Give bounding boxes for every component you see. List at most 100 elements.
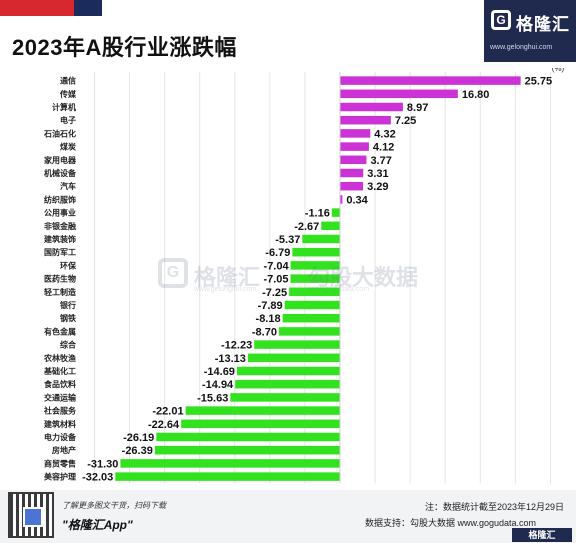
value-label: -15.63 bbox=[197, 392, 228, 404]
bar bbox=[282, 313, 340, 323]
category-label: 煤炭 bbox=[60, 142, 76, 152]
corner-navy-band bbox=[74, 0, 102, 16]
bar bbox=[290, 261, 340, 270]
category-label: 通信 bbox=[60, 76, 76, 86]
category-label: 纺织服饰 bbox=[44, 194, 76, 204]
value-label: -26.39 bbox=[122, 445, 153, 457]
category-label: 电力设备 bbox=[44, 432, 77, 442]
watermark-url2: www.gogudata.com bbox=[308, 286, 370, 293]
category-label: 非银金融 bbox=[44, 221, 76, 231]
bar bbox=[235, 379, 340, 389]
category-label: 汽车 bbox=[60, 181, 76, 191]
category-label: 食品饮料 bbox=[44, 379, 76, 389]
bar bbox=[340, 102, 403, 112]
bar bbox=[254, 340, 340, 349]
bar bbox=[230, 393, 340, 402]
category-label: 社会服务 bbox=[43, 406, 77, 416]
category-label: 轻工制造 bbox=[44, 287, 76, 297]
value-label: -22.01 bbox=[152, 406, 183, 418]
category-label: 钢铁 bbox=[60, 313, 76, 323]
value-label: -7.04 bbox=[264, 260, 290, 272]
bar bbox=[120, 459, 340, 468]
category-label: 基础化工 bbox=[43, 366, 76, 376]
value-label: -12.23 bbox=[221, 340, 252, 352]
footer bbox=[0, 490, 576, 543]
bar bbox=[181, 419, 340, 429]
watermark: G 格隆汇 www.gelonghui.com 勾股大数据 www.goguda… bbox=[158, 256, 418, 296]
watermark-g-icon: G bbox=[158, 258, 188, 288]
value-label: 16.80 bbox=[462, 89, 490, 101]
brand-g-icon: G bbox=[491, 10, 511, 30]
brand-logo: G 格隆汇 www.gelonghui.com bbox=[484, 0, 576, 62]
category-label: 银行 bbox=[59, 300, 76, 310]
category-label: 建筑材料 bbox=[43, 419, 76, 429]
category-label: 传媒 bbox=[59, 89, 77, 99]
footer-app-name: "格隆汇App" bbox=[62, 518, 133, 532]
value-label: -26.19 bbox=[123, 432, 154, 444]
bar bbox=[302, 234, 340, 244]
bar bbox=[340, 168, 364, 178]
bar bbox=[331, 208, 340, 217]
bar bbox=[115, 472, 341, 481]
value-label: -8.18 bbox=[256, 313, 281, 325]
category-label: 商贸零售 bbox=[44, 458, 76, 468]
value-label: -6.79 bbox=[265, 247, 290, 259]
bar bbox=[278, 327, 340, 336]
category-label: 有色金属 bbox=[44, 326, 76, 336]
bar-chart: (%) 通信 25.75 传媒 16.80 计算机 8.97 电子 7.25 石油石化 4.32 煤炭… bbox=[43, 68, 565, 484]
category-label: 美容护理 bbox=[44, 472, 76, 482]
bar bbox=[156, 432, 340, 442]
value-label: 3.77 bbox=[370, 155, 391, 167]
footer-badge: 格隆汇 bbox=[512, 528, 572, 542]
value-label: -8.70 bbox=[252, 326, 277, 338]
corner-red-band bbox=[0, 0, 74, 16]
value-label: 25.75 bbox=[525, 76, 553, 88]
bar bbox=[340, 155, 367, 165]
value-label: 0.34 bbox=[346, 194, 368, 206]
value-label: -31.30 bbox=[87, 458, 118, 470]
footer-note: 注：数据统计截至2023年12月29日 bbox=[424, 502, 564, 512]
brand-url: www.gelonghui.com bbox=[490, 44, 553, 51]
category-label: 农林牧渔 bbox=[43, 353, 76, 363]
value-label: 4.12 bbox=[373, 142, 394, 154]
value-label: -22.64 bbox=[148, 419, 180, 431]
category-label: 房地产 bbox=[52, 445, 76, 455]
value-label: -7.25 bbox=[262, 287, 287, 299]
bar bbox=[185, 406, 340, 415]
value-label: -14.69 bbox=[204, 366, 235, 378]
watermark-url1: www.gelonghui.com bbox=[194, 286, 257, 293]
bar bbox=[247, 353, 340, 363]
page-title: 2023年A股行业涨跌幅 bbox=[12, 35, 237, 60]
value-label: -7.05 bbox=[263, 274, 288, 286]
qr-center-logo bbox=[23, 507, 43, 527]
watermark-brand1: 格隆汇 bbox=[194, 265, 261, 290]
value-label: -14.94 bbox=[202, 379, 234, 391]
value-label: -2.67 bbox=[294, 221, 319, 233]
bar bbox=[154, 445, 340, 455]
category-label: 医药生物 bbox=[44, 274, 76, 284]
bar bbox=[236, 366, 340, 376]
qr-code[interactable] bbox=[8, 492, 54, 538]
footer-source: 数据支持：勾股大数据 www.gogudata.com bbox=[364, 518, 536, 528]
bar bbox=[340, 129, 371, 138]
bar bbox=[340, 181, 364, 191]
value-label: -1.16 bbox=[305, 208, 330, 220]
bar bbox=[284, 300, 340, 310]
value-label: 7.25 bbox=[395, 115, 416, 127]
watermark-brand2: 勾股大数据 bbox=[308, 265, 419, 290]
category-label: 电子 bbox=[60, 115, 76, 125]
value-label: -7.89 bbox=[258, 300, 283, 312]
category-label: 计算机 bbox=[52, 102, 76, 112]
value-label: 4.32 bbox=[374, 128, 395, 140]
bar bbox=[321, 221, 340, 231]
value-label: 8.97 bbox=[407, 102, 428, 114]
bar bbox=[290, 274, 340, 283]
bar bbox=[289, 287, 340, 297]
category-label: 公用事业 bbox=[44, 208, 76, 218]
category-label: 交通运输 bbox=[44, 392, 77, 402]
category-label: 综合 bbox=[60, 340, 77, 350]
footer-scan-text: 了解更多图文干货，扫码下载 bbox=[62, 501, 166, 510]
bar bbox=[340, 142, 369, 151]
category-label: 石油石化 bbox=[43, 128, 76, 138]
value-label: -5.37 bbox=[275, 234, 300, 246]
